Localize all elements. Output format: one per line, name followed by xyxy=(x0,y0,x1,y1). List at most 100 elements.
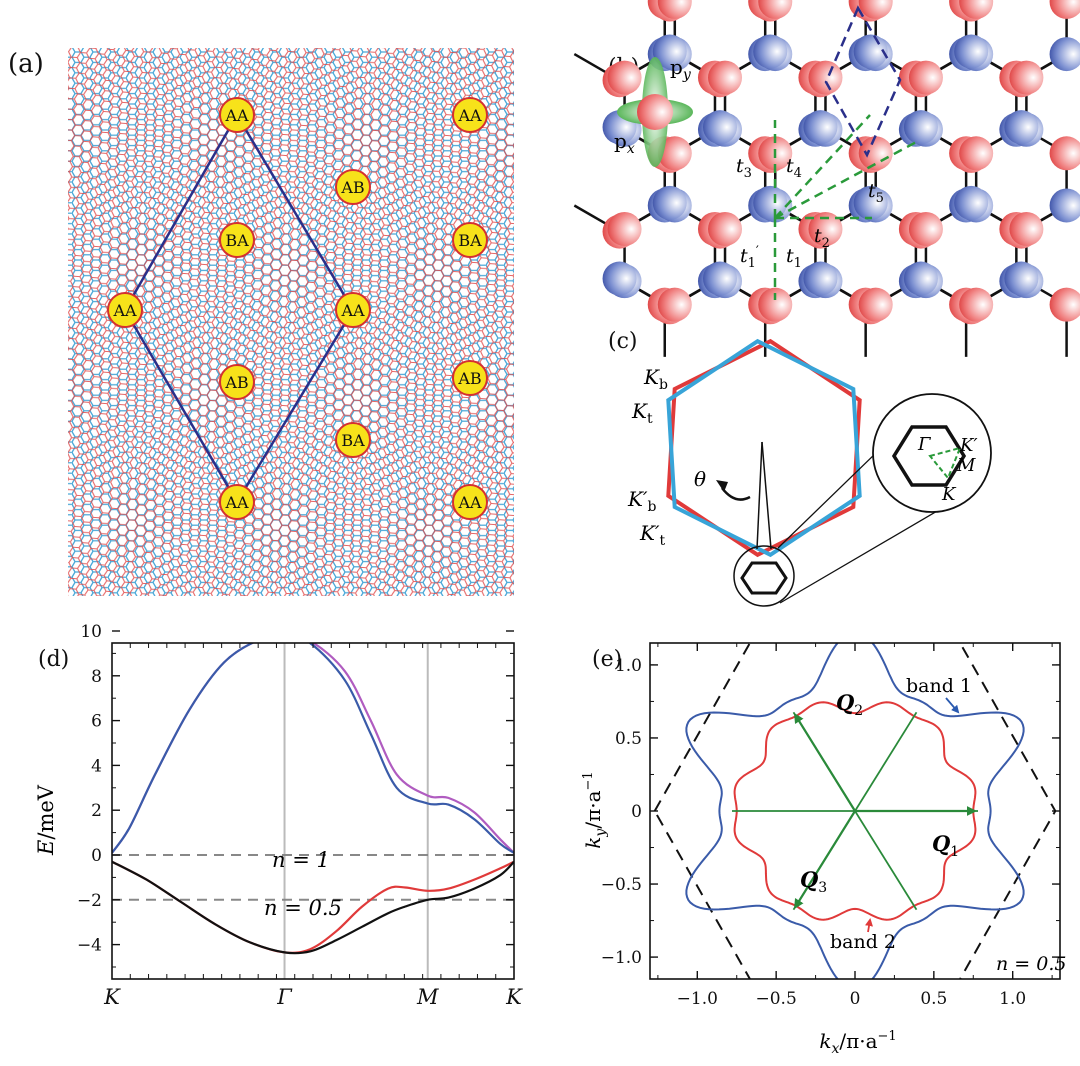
band-line-1 xyxy=(112,643,514,854)
ref-line-label-n05: n = 0.5 xyxy=(264,896,342,920)
stacking-label-ab-lower-right: AB xyxy=(457,369,481,388)
stacking-label-aa-bottom: AA xyxy=(224,493,249,512)
stacking-marker-ba-upper-right xyxy=(452,222,488,258)
panel-e: (e) −1.0 −0.5 0 0.5 1.0 1.0 0.5 0 −0.5 −1.0 band … xyxy=(581,642,1066,1057)
stacking-marker-aa-top-right xyxy=(452,97,488,133)
band-ytick-4: 2 xyxy=(91,801,102,821)
lattice-atom xyxy=(1049,188,1080,223)
svg-text:t4: t4 xyxy=(786,155,802,181)
bz-top-layer xyxy=(666,338,862,558)
panel-c-label: (c) xyxy=(608,329,638,354)
band-xtick-2: M xyxy=(416,985,439,1009)
lattice-atom xyxy=(708,60,743,95)
lattice-atom xyxy=(959,287,994,322)
lattice-atom xyxy=(858,287,893,322)
lattice-atom xyxy=(602,261,637,296)
lattice-atom xyxy=(753,185,788,220)
lattice-atom xyxy=(753,34,788,69)
stacking-label-ab-upper: AB xyxy=(340,178,364,197)
band-line-0 xyxy=(112,643,514,854)
lattice-atom xyxy=(1009,211,1044,246)
moire-lattice xyxy=(68,48,514,596)
bz-bottom-layer xyxy=(666,338,862,558)
lattice-atom xyxy=(959,0,994,19)
panel-a: (a) AA AA AB BA BA AA AA AB AB BA AA AA xyxy=(8,48,514,596)
band-xtick-3: K xyxy=(505,985,523,1009)
fermi-contour-band1 xyxy=(685,643,1025,979)
theta-line-2 xyxy=(761,441,772,550)
stacking-marker-ab-upper xyxy=(335,169,371,205)
stacking-marker-ab-lower xyxy=(219,364,255,400)
stacking-marker-ab-lower-right xyxy=(452,360,488,396)
stacking-label-ba-upper: BA xyxy=(225,231,249,250)
band-ylabel: E/meV xyxy=(34,784,58,856)
stacking-marker-ba-lower xyxy=(335,422,371,458)
stacking-label-ba-lower: BA xyxy=(341,431,365,450)
stacking-markers: AA AA AB BA BA AA AA AB AB BA AA AA xyxy=(107,97,488,520)
svg-text:t1′: t1′ xyxy=(740,244,759,271)
inset-labels: Γ K′ M K xyxy=(917,434,978,505)
py-label: py xyxy=(670,55,692,83)
svg-text:K: K xyxy=(941,484,957,505)
lattice-atom xyxy=(703,110,737,145)
band-lines xyxy=(112,643,514,955)
svg-text:M: M xyxy=(956,455,976,476)
nesting-lines xyxy=(732,711,978,911)
stacking-label-ab-lower: AB xyxy=(224,373,248,392)
stacking-label-aa-top: AA xyxy=(224,106,249,125)
stacking-marker-aa-bottom-right xyxy=(452,484,488,520)
panel-d: (d) 10 8 6 4 2 0 −2 −4 K Γ M K n = 1 n = 0.5 E/meV xyxy=(34,622,523,1009)
band2-label: band 2 xyxy=(830,931,896,953)
stacking-marker-aa-left xyxy=(107,292,143,328)
lattice-atom xyxy=(758,287,793,322)
lattice-atom xyxy=(903,110,938,145)
fermi-ytick-4: −1.0 xyxy=(601,948,642,968)
small-bz-hex xyxy=(740,561,788,595)
svg-text:t1: t1 xyxy=(786,245,802,271)
p-orbitals xyxy=(617,57,693,167)
lattice-atom xyxy=(607,60,642,95)
lattice-atom xyxy=(708,211,743,246)
band-line-3 xyxy=(112,860,514,955)
q2-vector xyxy=(794,712,856,812)
band-grid xyxy=(112,643,514,979)
band-ytick-6: −2 xyxy=(77,891,102,911)
px-label: px xyxy=(614,129,635,157)
band-ytick-7: −4 xyxy=(77,936,102,956)
band-ytick-2: 6 xyxy=(91,712,102,732)
svg-text:K′t: K′t xyxy=(639,521,665,549)
lattice-atom xyxy=(657,287,692,322)
band-ytick-0: 10 xyxy=(80,622,102,642)
fermi-xtick-2: 0 xyxy=(850,989,861,1009)
svg-text:Γ: Γ xyxy=(917,434,932,455)
lattice-atom xyxy=(903,261,938,296)
lattice-atom xyxy=(1049,287,1080,322)
panel-e-label: (e) xyxy=(592,647,622,672)
lattice-atom xyxy=(758,0,793,19)
q3-vector xyxy=(794,810,856,910)
lattice-atom xyxy=(858,136,893,171)
svg-text:t2: t2 xyxy=(814,225,830,251)
band-xtick-0: K xyxy=(103,985,121,1009)
fermi-xtick-1: −0.5 xyxy=(756,989,797,1009)
svg-text:Kt: Kt xyxy=(631,399,653,427)
svg-text:K′: K′ xyxy=(959,435,978,456)
inset-circle xyxy=(872,393,992,513)
lattice-atom xyxy=(858,0,893,19)
band-ytick-1: 8 xyxy=(91,667,102,687)
lattice-atom xyxy=(954,185,989,220)
panel-d-label: (d) xyxy=(38,647,69,672)
stacking-marker-ba-upper xyxy=(219,222,255,258)
lattice-atom xyxy=(607,211,642,246)
band-ytick-3: 4 xyxy=(91,756,102,776)
lattice-atom xyxy=(908,60,943,95)
svg-text:Q3: Q3 xyxy=(800,867,827,896)
lattice-atom xyxy=(808,60,843,95)
fermi-ylabel: ky/π·a−1 xyxy=(581,771,609,848)
q-labels: Q2 Q1 Q3 xyxy=(800,690,959,896)
lattice-atom xyxy=(1004,110,1039,145)
stacking-marker-aa-bottom xyxy=(219,484,255,520)
panel-a-label: (a) xyxy=(8,49,44,79)
fermi-ytick-0: 1.0 xyxy=(615,656,642,676)
band1-label: band 1 xyxy=(906,675,972,697)
